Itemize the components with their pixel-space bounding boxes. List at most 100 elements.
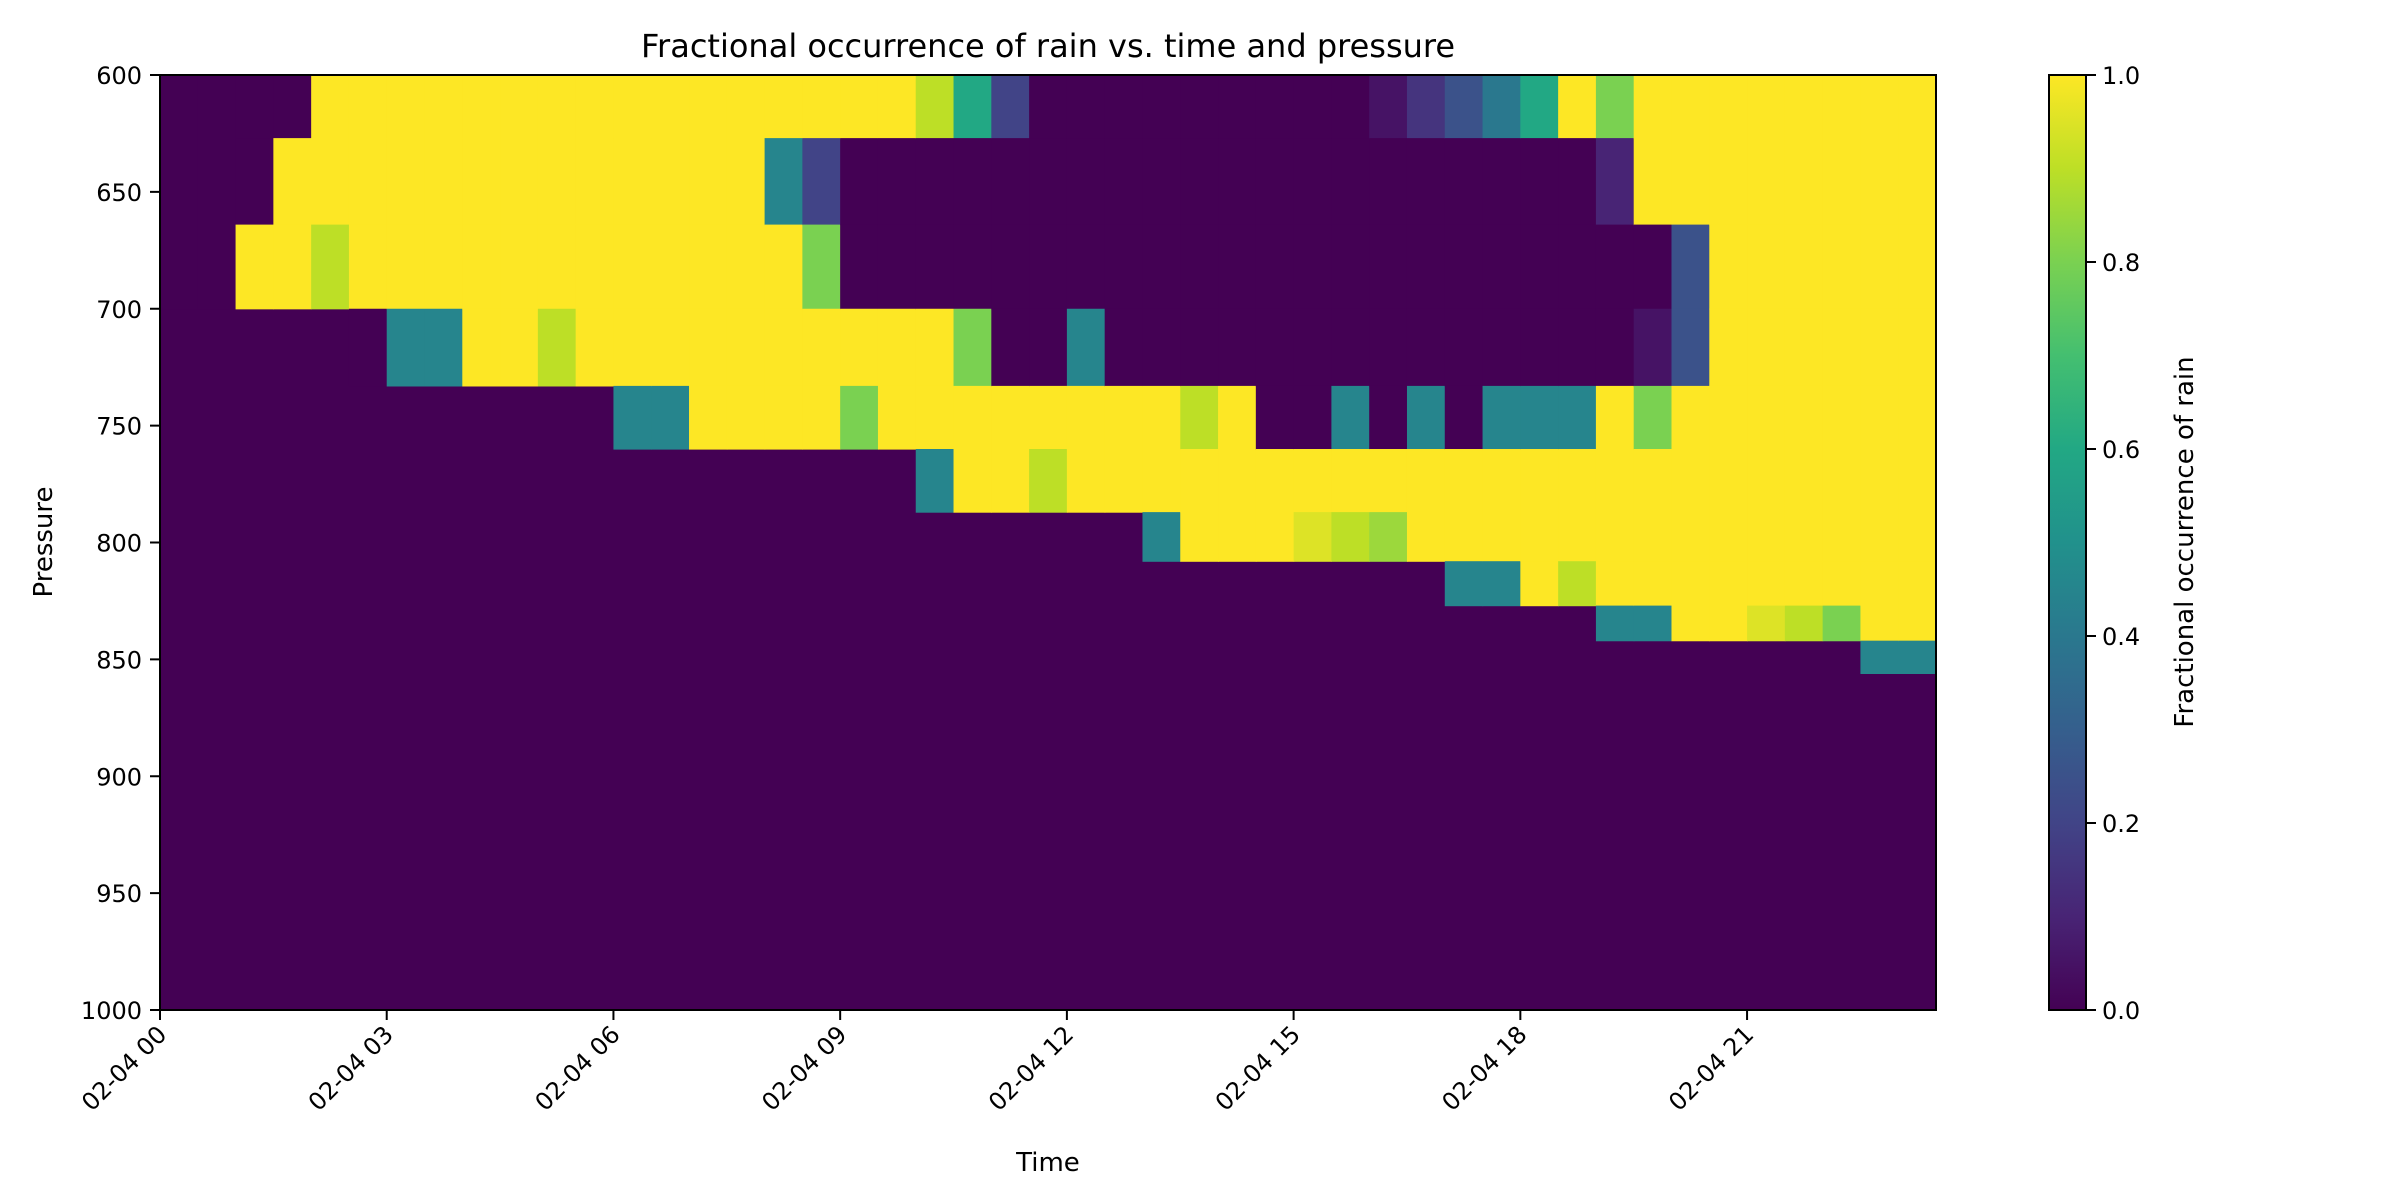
heatmap-cell (1142, 224, 1181, 310)
heatmap-cell (840, 138, 879, 226)
heatmap-cell (1369, 224, 1408, 310)
heatmap-cell (651, 308, 690, 387)
heatmap-cell (1218, 138, 1257, 226)
heatmap-cell (1671, 224, 1710, 310)
y-tick-label: 600 (96, 62, 142, 90)
heatmap-cell (1822, 449, 1862, 513)
heatmap-cell (1747, 138, 1786, 226)
heatmap-cell (1218, 75, 1257, 139)
heatmap-cell (651, 385, 690, 450)
heatmap-cell (160, 75, 199, 310)
heatmap-cell (1595, 385, 1635, 450)
heatmap-cell (1633, 138, 1673, 226)
heatmap-cell (1898, 224, 1937, 310)
heatmap-cell (1898, 605, 1937, 642)
heatmap-cell (1104, 138, 1144, 226)
heatmap-cell (1747, 512, 1786, 562)
x-axis: 02-04 00 02-04 03 02-04 06 02-04 09 02-04 12… (76, 1010, 1759, 1117)
y-tick-label: 800 (96, 530, 142, 558)
heatmap-cell (1293, 308, 1333, 387)
heatmap-cell (348, 308, 388, 387)
heatmap-cell (1331, 75, 1370, 139)
heatmap-cell (1180, 75, 1219, 139)
heatmap-cell (1369, 138, 1408, 226)
heatmap-cell (1709, 75, 1748, 139)
x-tick-label: 02-04 12 (983, 1020, 1079, 1116)
heatmap-cell (1406, 512, 1446, 562)
heatmap-cell (311, 138, 350, 226)
heatmap-cell (1747, 561, 1786, 607)
x-tick-label: 02-04 18 (1436, 1020, 1532, 1116)
heatmap-cell (1671, 512, 1710, 562)
heatmap-cell (915, 224, 955, 310)
y-tick-label: 700 (96, 296, 142, 324)
heatmap-cell (840, 224, 879, 310)
heatmap-cell (1784, 75, 1824, 139)
heatmap-cell (1822, 224, 1862, 310)
heatmap-cell (840, 75, 879, 139)
heatmap-cell (273, 138, 312, 226)
heatmap-cell (877, 138, 917, 226)
heatmap-cell (1860, 75, 1899, 139)
heatmap-cell (1293, 512, 1333, 562)
heatmap-cell (840, 308, 879, 387)
heatmap-cell (1180, 224, 1219, 310)
heatmap-cell (1293, 224, 1333, 310)
heatmap-cell (613, 75, 652, 139)
heatmap-cell (1671, 385, 1710, 450)
heatmap-cell (726, 138, 766, 226)
heatmap-cell (1369, 385, 1408, 450)
heatmap-cell (1104, 224, 1144, 310)
heatmap-cell (537, 75, 577, 139)
heatmap-cell (1860, 561, 1899, 607)
heatmap-cell (386, 138, 426, 226)
heatmap-cell (1595, 308, 1635, 387)
heatmap-cell (1633, 224, 1673, 310)
heatmap-cell (991, 308, 1030, 387)
heatmap-cell (1633, 561, 1673, 607)
heatmap-cell (1709, 138, 1748, 226)
heatmap-cell (1520, 138, 1559, 226)
chart-title: Fractional occurrence of rain vs. time a… (641, 27, 1455, 65)
heatmap-cell (1747, 385, 1786, 450)
heatmap-cell (764, 75, 803, 139)
heatmap-cell (1898, 512, 1937, 562)
x-tick-label: 02-04 00 (76, 1020, 172, 1116)
heatmap-cell (1860, 640, 1899, 674)
heatmap-cell (1142, 308, 1181, 387)
heatmap-cell (1671, 561, 1710, 607)
heatmap-cell (273, 224, 312, 310)
heatmap-cell (689, 385, 728, 450)
heatmap-cell (1180, 385, 1219, 450)
heatmap-cell (915, 449, 955, 513)
heatmap-cell (1406, 224, 1446, 310)
heatmap-cell (953, 449, 992, 513)
y-axis: 600 650 700 750 800 850 900 950 1000 (81, 62, 160, 1025)
heatmap-cell (764, 308, 803, 387)
heatmap-cell (386, 224, 426, 310)
colorbar-tick-label: 0.2 (2102, 810, 2140, 838)
y-tick-label: 650 (96, 179, 142, 207)
heatmap-cell (1218, 224, 1257, 310)
heatmap-cell (1331, 308, 1370, 387)
heatmap-cell (1709, 605, 1748, 642)
heatmap-cell (840, 385, 879, 450)
heatmap-cell (991, 449, 1030, 513)
heatmap-cell (575, 75, 615, 139)
heatmap-cell (311, 224, 350, 310)
heatmap-cell (1747, 224, 1786, 310)
heatmap-cell (575, 138, 615, 226)
heatmap-cell (802, 138, 841, 226)
heatmap-cell (991, 138, 1030, 226)
heatmap-cell (1180, 308, 1219, 387)
heatmap-cell (1633, 75, 1673, 139)
heatmap-cell (877, 385, 917, 450)
heatmap-cell (1860, 449, 1899, 513)
heatmap-cell (1747, 605, 1786, 642)
heatmap-cell (1142, 385, 1181, 450)
colorbar-tick-label: 1.0 (2102, 62, 2140, 90)
heatmap-cell (1029, 138, 1068, 226)
heatmap-cell (802, 224, 841, 310)
heatmap-cell (1709, 512, 1748, 562)
heatmap-cell (1406, 138, 1446, 226)
